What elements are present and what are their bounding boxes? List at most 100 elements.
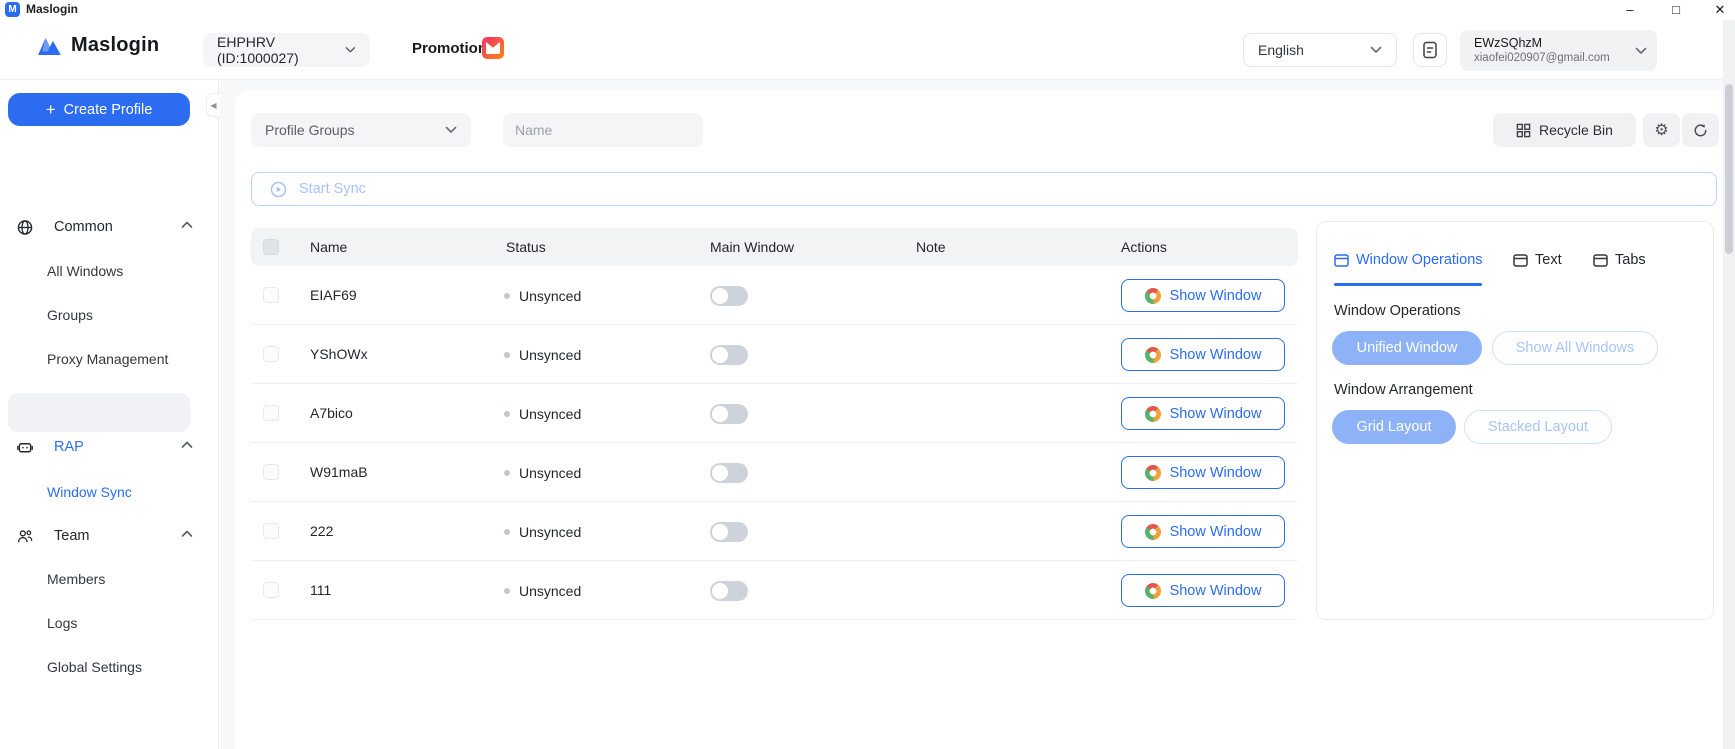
refresh-button[interactable] xyxy=(1682,113,1719,147)
sidebar-section-team[interactable]: Team xyxy=(0,521,219,551)
language-label: English xyxy=(1258,42,1304,58)
status-cell: Unsynced xyxy=(504,384,581,443)
sidebar-collapse-button[interactable]: ◀ xyxy=(206,93,220,117)
row-checkbox[interactable] xyxy=(263,287,279,303)
row-checkbox[interactable] xyxy=(263,405,279,421)
window-operations-title: Window Operations xyxy=(1334,303,1461,319)
chevron-down-icon xyxy=(1370,46,1382,53)
account-name: EWzSQhzM xyxy=(1474,36,1543,50)
window-icon xyxy=(1593,253,1608,267)
minimize-button[interactable]: – xyxy=(1626,2,1634,17)
chevron-down-icon xyxy=(1635,47,1647,54)
stacked-layout-button[interactable]: Stacked Layout xyxy=(1464,410,1612,444)
sidebar-item-logs[interactable]: Logs xyxy=(47,615,78,631)
table-row: YShOWx Unsynced Show Window xyxy=(251,325,1298,384)
language-selector[interactable]: English xyxy=(1243,33,1397,67)
main-window-toggle[interactable] xyxy=(710,404,748,424)
workspace-selector[interactable]: EHPHRV (ID:1000027) xyxy=(203,33,370,67)
sidebar-active-highlight xyxy=(8,393,190,432)
recycle-bin-button[interactable]: Recycle Bin xyxy=(1493,113,1636,147)
show-window-button[interactable]: Show Window xyxy=(1121,279,1285,312)
account-email: xiaofei020907@gmail.com xyxy=(1474,52,1610,64)
account-menu[interactable]: EWzSQhzM xiaofei020907@gmail.com xyxy=(1460,30,1657,71)
show-window-button[interactable]: Show Window xyxy=(1121,397,1285,430)
main-window-toggle[interactable] xyxy=(710,345,748,365)
chrome-icon xyxy=(1144,405,1161,422)
tab-window-operations[interactable]: Window Operations xyxy=(1334,252,1483,268)
grid-layout-button[interactable]: Grid Layout xyxy=(1332,410,1456,444)
table-row: W91maB Unsynced Show Window xyxy=(251,443,1298,502)
show-all-windows-button[interactable]: Show All Windows xyxy=(1492,331,1658,365)
toggle-knob xyxy=(712,583,728,599)
grid-icon xyxy=(1516,123,1531,137)
maximize-button[interactable]: □ xyxy=(1672,2,1680,17)
promotion-link[interactable]: Promotion xyxy=(412,40,487,57)
main-window-toggle[interactable] xyxy=(710,581,748,601)
workspace-label: EHPHRV (ID:1000027) xyxy=(217,34,299,66)
sidebar: + Create Profile Common All Windows Grou… xyxy=(0,80,219,749)
profile-groups-dropdown[interactable]: Profile Groups xyxy=(251,113,471,147)
app-header: Maslogin EHPHRV (ID:1000027) Promotion E… xyxy=(0,20,1735,80)
name-search-field[interactable] xyxy=(503,113,703,147)
status-text: Unsynced xyxy=(519,287,582,304)
create-profile-button[interactable]: + Create Profile xyxy=(8,93,190,126)
status-cell: Unsynced xyxy=(504,561,581,620)
unified-window-button[interactable]: Unified Window xyxy=(1332,331,1482,365)
scrollbar-thumb[interactable] xyxy=(1725,84,1733,254)
chevron-down-icon xyxy=(345,47,356,53)
status-cell: Unsynced xyxy=(504,266,581,325)
main-window-toggle[interactable] xyxy=(710,286,748,306)
sidebar-item-global-settings[interactable]: Global Settings xyxy=(47,659,142,675)
column-note: Note xyxy=(916,239,946,255)
chevron-up-icon xyxy=(181,530,193,537)
column-actions: Actions xyxy=(1121,239,1167,255)
brand-name: Maslogin xyxy=(71,34,160,56)
sidebar-section-common[interactable]: Common xyxy=(0,212,219,242)
start-sync-button[interactable]: Start Sync xyxy=(251,172,1717,206)
close-button[interactable]: ✕ xyxy=(1714,2,1726,17)
tab-text[interactable]: Text xyxy=(1513,252,1562,268)
show-window-button[interactable]: Show Window xyxy=(1121,515,1285,548)
row-checkbox[interactable] xyxy=(263,464,279,480)
show-window-button[interactable]: Show Window xyxy=(1121,456,1285,489)
status-text: Unsynced xyxy=(519,464,582,481)
profile-name: EIAF69 xyxy=(310,287,357,303)
table-row: 222 Unsynced Show Window xyxy=(251,502,1298,561)
toggle-knob xyxy=(712,524,728,540)
main-window-toggle[interactable] xyxy=(710,463,748,483)
row-checkbox[interactable] xyxy=(263,346,279,362)
table-header: Name Status Main Window Note Actions xyxy=(251,228,1298,266)
status-dot-icon xyxy=(504,292,510,299)
status-text: Unsynced xyxy=(519,523,582,540)
show-window-button[interactable]: Show Window xyxy=(1121,574,1285,607)
chevron-up-icon xyxy=(181,221,193,228)
sidebar-item-window-sync[interactable]: Window Sync xyxy=(47,484,132,500)
search-input[interactable] xyxy=(515,122,696,138)
window-operations-panel: Window Operations Text Tabs Window Opera… xyxy=(1316,221,1714,620)
maslogin-logo-icon xyxy=(36,35,63,56)
sidebar-item-groups[interactable]: Groups xyxy=(47,307,93,323)
row-checkbox[interactable] xyxy=(263,582,279,598)
chevron-down-icon xyxy=(445,126,457,133)
status-text: Unsynced xyxy=(519,582,582,599)
plus-icon: + xyxy=(45,100,56,119)
refresh-icon xyxy=(1694,123,1707,136)
sidebar-item-proxy-management[interactable]: Proxy Management xyxy=(47,351,169,367)
column-status: Status xyxy=(506,239,546,255)
notes-button[interactable] xyxy=(1413,33,1447,67)
tab-tabs[interactable]: Tabs xyxy=(1593,252,1646,268)
row-checkbox[interactable] xyxy=(263,523,279,539)
promotion-gift-icon[interactable] xyxy=(482,37,504,59)
app-icon: M xyxy=(5,2,20,17)
select-all-checkbox[interactable] xyxy=(263,239,279,255)
settings-button[interactable]: ⚙ xyxy=(1643,113,1680,147)
sidebar-item-all-windows[interactable]: All Windows xyxy=(47,263,124,279)
main-window-toggle[interactable] xyxy=(710,522,748,542)
chevron-up-icon xyxy=(181,441,193,448)
active-tab-underline xyxy=(1334,283,1482,286)
sidebar-section-rap[interactable]: RAP xyxy=(0,432,219,462)
profiles-table: Name Status Main Window Note Actions EIA… xyxy=(251,228,1298,620)
show-window-button[interactable]: Show Window xyxy=(1121,338,1285,371)
sidebar-item-members[interactable]: Members xyxy=(47,571,106,587)
